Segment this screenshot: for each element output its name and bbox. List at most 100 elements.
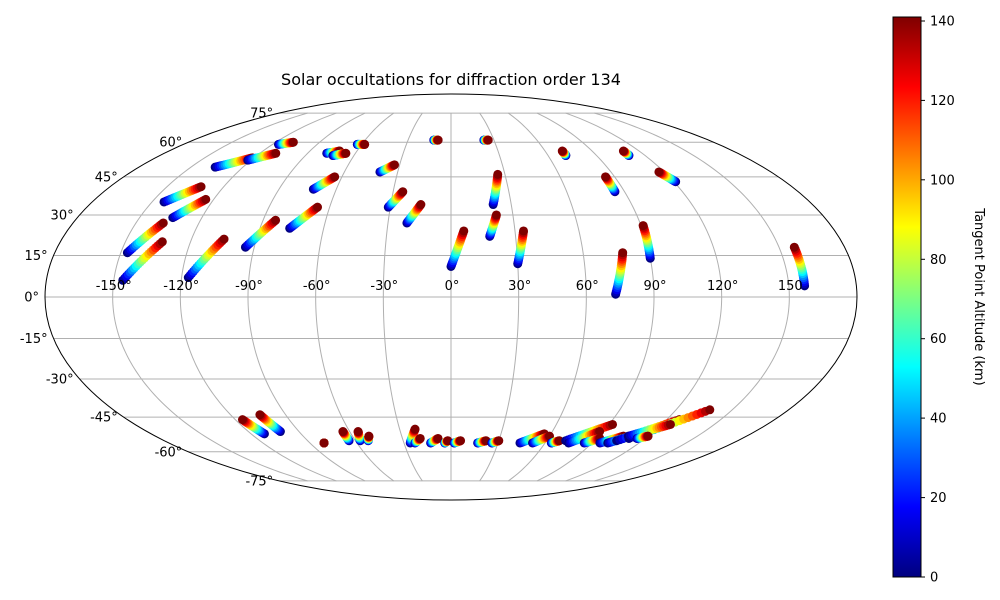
track-point (493, 169, 503, 179)
track-point (638, 221, 648, 231)
latitude-tick-label: 0° (24, 291, 39, 306)
occultation-track (383, 187, 408, 212)
occultation-track (402, 200, 426, 228)
occultation-track (546, 436, 564, 448)
occultation-track (328, 148, 351, 161)
occultation-track (446, 226, 469, 271)
occultation-track (353, 427, 365, 446)
occultation-track (473, 436, 491, 448)
map-grid (45, 112, 857, 482)
track-point (288, 137, 298, 147)
occultation-track (410, 433, 425, 448)
track-point (416, 200, 426, 210)
occultation-track (168, 194, 211, 223)
track-point (338, 427, 348, 437)
longitude-tick-label: 120° (707, 279, 738, 294)
track-point (255, 410, 265, 420)
track-point (654, 167, 664, 177)
occultation-track (255, 410, 285, 437)
colorbar-tick-label: 100 (930, 173, 955, 188)
longitude-tick-label: 90° (643, 279, 666, 294)
latitude-tick-label: 75° (250, 107, 273, 122)
occultation-track (405, 424, 420, 448)
occultation-track (611, 248, 628, 299)
latitude-tick-label: 45° (95, 170, 118, 185)
colorbar-tick-label: 120 (930, 94, 955, 109)
track-point (618, 248, 628, 258)
track-point (196, 182, 206, 192)
track-point (364, 431, 374, 441)
latitude-tick-label: 60° (159, 136, 182, 151)
longitude-tick-label: 60° (576, 279, 599, 294)
track-point (319, 438, 329, 448)
longitude-gridline (594, 112, 790, 482)
longitude-tick-label: -150° (96, 279, 132, 294)
occultation-track (479, 135, 493, 145)
occultation-track (273, 137, 298, 149)
occultation-tracks (118, 135, 810, 448)
latitude-tick-label: -45° (90, 411, 118, 426)
occultation-track (528, 431, 555, 448)
occultation-track (513, 226, 529, 269)
track-point (618, 146, 628, 156)
track-point (608, 419, 618, 429)
track-point (330, 172, 340, 182)
occultation-track (363, 431, 374, 446)
latitude-tick-label: 30° (51, 209, 74, 224)
track-point (483, 135, 493, 145)
latitude-tick-label: 15° (25, 249, 48, 264)
map-outline (44, 93, 858, 501)
track-point (410, 424, 420, 434)
occultation-track (285, 202, 323, 233)
track-point (705, 405, 715, 415)
track-point (665, 419, 675, 429)
occultation-track (429, 135, 443, 145)
track-point (219, 234, 229, 244)
occultation-track (352, 139, 370, 149)
track-point (398, 187, 408, 197)
colorbar: 0 20 40 60 80 100 120 140 Tangent Point Altitud… (892, 15, 986, 586)
track-point (643, 431, 653, 441)
colorbar-tick-label: 0 (930, 571, 938, 586)
colorbar-label: Tangent Point Altitude (km) (971, 207, 986, 385)
occultation-track (789, 242, 810, 291)
latitude-tick-label: -30° (46, 373, 74, 388)
occultation-track (557, 146, 571, 161)
track-point (601, 172, 611, 182)
track-point (157, 237, 167, 247)
occultation-track (243, 148, 281, 165)
track-point (595, 427, 605, 437)
longitude-tick-label: 30° (508, 279, 531, 294)
colorbar-tick-label: 60 (930, 332, 947, 347)
occultation-track (183, 234, 229, 283)
latitude-tick-labels: 75° 60° 45° 30° 15° 0° -15° -30° -45° -60° -75° (20, 107, 273, 490)
colorbar-tick-label: 40 (930, 412, 947, 427)
occultation-track (308, 172, 340, 194)
occultation-track (632, 431, 653, 443)
occultation-track (122, 218, 168, 258)
track-point (271, 215, 281, 225)
track-point (557, 146, 567, 156)
occultation-track (240, 215, 281, 252)
latitude-tick-label: -15° (20, 332, 48, 347)
track-point (271, 148, 281, 158)
track-point (433, 135, 443, 145)
longitude-gridline (507, 112, 587, 482)
track-point (789, 242, 799, 252)
track-point (313, 202, 323, 212)
occultation-track (487, 436, 504, 448)
track-point (459, 226, 469, 236)
track-point (237, 415, 247, 425)
longitude-tick-label: -30° (370, 279, 398, 294)
chart-title: Solar occultations for diffraction order… (281, 70, 621, 89)
occultation-track (488, 169, 503, 210)
track-point (456, 436, 466, 446)
occultation-track (485, 210, 501, 241)
occultation-track (375, 160, 400, 177)
longitude-tick-label: 150 (778, 279, 803, 294)
longitude-gridline (479, 112, 520, 482)
longitude-tick-label: -60° (303, 279, 331, 294)
colorbar-gradient (892, 16, 922, 578)
occultation-track (654, 167, 681, 187)
colorbar-tick-label: 20 (930, 491, 947, 506)
